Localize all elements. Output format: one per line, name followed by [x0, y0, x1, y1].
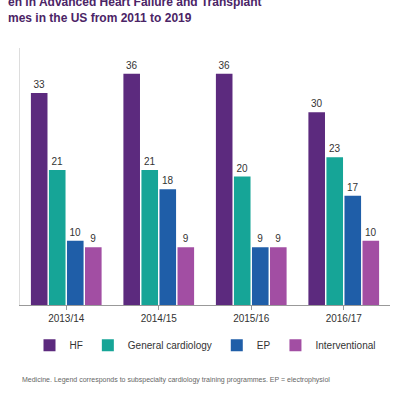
svg-text:30: 30 [311, 98, 323, 109]
svg-text:9: 9 [90, 233, 96, 244]
svg-text:2015/16: 2015/16 [233, 313, 270, 324]
svg-text:Medicine. Legend corresponds t: Medicine. Legend corresponds to subspeci… [22, 376, 330, 384]
svg-text:HF: HF [70, 340, 83, 351]
svg-text:9: 9 [275, 233, 281, 244]
svg-text:21: 21 [51, 156, 63, 167]
svg-text:General cardiology: General cardiology [128, 340, 212, 351]
svg-text:36: 36 [126, 60, 138, 71]
svg-text:23: 23 [329, 143, 341, 154]
svg-text:18: 18 [162, 175, 174, 186]
svg-text:2013/14: 2013/14 [48, 313, 85, 324]
svg-text:36: 36 [218, 60, 230, 71]
svg-text:17: 17 [347, 182, 359, 193]
svg-text:10: 10 [69, 227, 81, 238]
svg-text:21: 21 [144, 156, 156, 167]
svg-text:10: 10 [365, 227, 377, 238]
svg-text:2014/15: 2014/15 [141, 313, 178, 324]
svg-text:20: 20 [236, 163, 248, 174]
svg-text:EP: EP [257, 340, 271, 351]
svg-text:9: 9 [183, 233, 189, 244]
svg-text:en in Advanced Heart Failure a: en in Advanced Heart Failure and Transpl… [8, 0, 262, 25]
svg-text:2016/17: 2016/17 [326, 313, 363, 324]
svg-text:9: 9 [257, 233, 263, 244]
svg-text:33: 33 [33, 79, 45, 90]
svg-text:Interventional: Interventional [315, 340, 375, 351]
